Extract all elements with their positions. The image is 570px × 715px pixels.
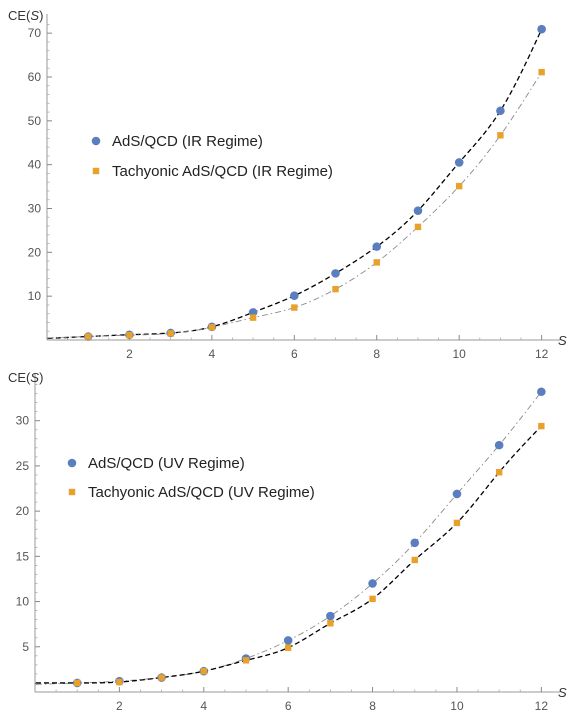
y-tick-label: 5: [22, 640, 29, 654]
data-point-series-2: [200, 668, 207, 675]
legend-marker: [91, 136, 101, 146]
y-axis-label: CE(S): [8, 370, 43, 385]
data-point-series-2: [291, 304, 298, 311]
data-point-series-2: [332, 285, 339, 293]
x-tick-label: 2: [116, 699, 123, 713]
y-tick-label: 60: [28, 70, 42, 84]
data-point-series-2: [208, 324, 216, 331]
data-point-series-1: [537, 24, 546, 34]
x-axis-label: S: [558, 685, 567, 700]
data-point-series-2: [284, 644, 292, 651]
data-point-series-2: [414, 223, 422, 231]
data-point-series-1: [496, 106, 505, 116]
chart-panel-2: 2 4 6 8 10 12 5 10 15 20 25 30 CE(S) S AdS/QCD (UV Reg…: [8, 370, 567, 713]
data-point-series-2: [538, 68, 545, 76]
y-tick-label: 25: [16, 459, 30, 473]
data-point-series-2: [373, 259, 380, 266]
x-tick-label: 10: [450, 699, 464, 713]
x-tick-label: 6: [285, 699, 292, 713]
y-tick-label: 50: [28, 114, 42, 128]
y-tick-label: 10: [16, 595, 30, 609]
legend-marker: [67, 458, 77, 468]
data-point-series-2: [158, 674, 165, 681]
x-tick-label: 8: [373, 347, 380, 361]
x-tick-label: 6: [291, 347, 298, 361]
y-tick-label: 15: [16, 549, 30, 563]
data-point-series-2: [167, 330, 174, 337]
legend-label: AdS/QCD (UV Regime): [88, 455, 245, 472]
data-point-series-2: [85, 333, 92, 340]
y-tick-label: 20: [28, 245, 42, 259]
data-point-series-2: [249, 314, 257, 321]
y-tick-label: 30: [28, 201, 42, 215]
x-tick-label: 4: [200, 699, 207, 713]
data-point-series-2: [455, 182, 463, 190]
data-point-series-2: [411, 556, 418, 564]
data-point-series-1: [372, 242, 382, 251]
legend-label: Tachyonic AdS/QCD (UV Regime): [88, 484, 315, 501]
x-tick-label: 12: [535, 347, 549, 361]
x-axis-label: S: [558, 333, 567, 348]
data-point-series-2: [242, 657, 250, 664]
legend-label: Tachyonic AdS/QCD (IR Regime): [112, 163, 333, 180]
legend-label: AdS/QCD (IR Regime): [112, 133, 263, 150]
chart-panel-1: 2 4 6 8 10 12 10 20 30 40 50 60 70 CE(S) S AdS/QCD (IR …: [8, 8, 567, 361]
data-point-series-1: [452, 489, 462, 499]
x-tick-label: 2: [126, 347, 133, 361]
legend-marker: [68, 488, 76, 496]
data-point-series-1: [368, 579, 377, 588]
data-point-series-1: [331, 269, 340, 278]
data-point-series-2: [453, 519, 461, 527]
data-point-series-2: [369, 595, 376, 603]
data-point-series-1: [283, 636, 293, 645]
data-point-series-1: [454, 158, 464, 167]
data-point-series-2: [327, 620, 334, 627]
data-point-series-2: [73, 679, 81, 687]
data-point-series-2: [495, 469, 503, 476]
x-tick-label: 4: [209, 347, 216, 361]
y-tick-label: 30: [16, 414, 30, 428]
data-point-series-2: [116, 678, 123, 686]
data-point-series-2: [497, 132, 504, 139]
x-tick-label: 8: [369, 699, 376, 713]
y-tick-label: 40: [28, 158, 42, 172]
data-point-series-1: [410, 538, 420, 548]
y-axis-label: CE(S): [8, 8, 43, 23]
y-tick-label: 10: [28, 289, 42, 303]
data-point-series-2: [538, 422, 545, 430]
y-tick-label: 70: [28, 26, 42, 40]
legend-marker: [92, 167, 100, 175]
x-tick-label: 10: [453, 347, 467, 361]
data-point-series-1: [326, 611, 335, 621]
data-point-series-1: [537, 387, 546, 397]
data-point-series-1: [290, 291, 299, 301]
data-point-series-1: [494, 440, 504, 450]
y-tick-label: 20: [16, 504, 30, 518]
data-point-series-1: [413, 206, 423, 215]
x-tick-label: 12: [535, 699, 549, 713]
data-point-series-2: [126, 331, 133, 339]
